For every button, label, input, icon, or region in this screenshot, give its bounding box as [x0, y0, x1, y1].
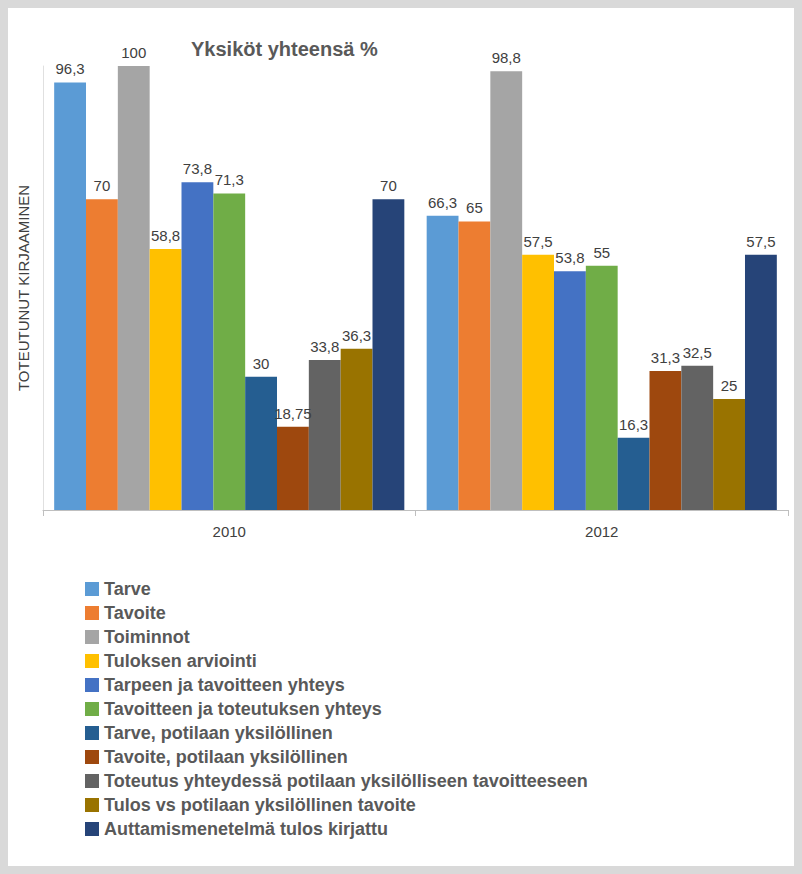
svg-text:53,8: 53,8	[555, 249, 584, 266]
svg-text:57,5: 57,5	[746, 233, 775, 250]
svg-text:36,3: 36,3	[342, 327, 371, 344]
svg-text:70: 70	[380, 177, 397, 194]
svg-text:Yksiköt yhteensä %: Yksiköt yhteensä %	[191, 38, 378, 60]
svg-text:31,3: 31,3	[651, 349, 680, 366]
svg-text:Tavoitteen ja toteutuksen yhte: Tavoitteen ja toteutuksen yhteys	[104, 699, 382, 719]
svg-text:100: 100	[121, 44, 146, 61]
svg-text:32,5: 32,5	[683, 344, 712, 361]
svg-text:30: 30	[253, 355, 270, 372]
svg-text:Toteutus yhteydessä potilaan y: Toteutus yhteydessä potilaan yksilöllise…	[104, 771, 588, 791]
svg-text:Tavoite, potilaan yksilöllinen: Tavoite, potilaan yksilöllinen	[104, 747, 348, 767]
svg-text:16,3: 16,3	[619, 416, 648, 433]
svg-text:66,3: 66,3	[428, 194, 457, 211]
svg-text:96,3: 96,3	[55, 60, 84, 77]
svg-text:71,3: 71,3	[215, 171, 244, 188]
svg-text:55: 55	[593, 244, 610, 261]
svg-text:65: 65	[466, 199, 483, 216]
svg-text:18,75: 18,75	[274, 405, 312, 422]
svg-text:Tavoite: Tavoite	[104, 603, 166, 623]
svg-text:TOTEUTUNUT KIRJAAMINEN: TOTEUTUNUT KIRJAAMINEN	[15, 185, 32, 391]
svg-text:58,8: 58,8	[151, 227, 180, 244]
svg-text:2012: 2012	[585, 523, 618, 540]
svg-text:2010: 2010	[213, 523, 246, 540]
svg-text:Tulos vs potilaan yksilöllinen: Tulos vs potilaan yksilöllinen tavoite	[104, 795, 416, 815]
svg-text:70: 70	[94, 177, 111, 194]
svg-text:Toiminnot: Toiminnot	[104, 627, 190, 647]
svg-text:25: 25	[721, 377, 738, 394]
svg-text:Tarve: Tarve	[104, 579, 151, 599]
svg-text:Tarve, potilaan yksilöllinen: Tarve, potilaan yksilöllinen	[104, 723, 333, 743]
svg-text:33,8: 33,8	[310, 338, 339, 355]
svg-text:Tuloksen arviointi: Tuloksen arviointi	[104, 651, 257, 671]
svg-text:73,8: 73,8	[183, 160, 212, 177]
svg-text:57,5: 57,5	[523, 233, 552, 250]
svg-text:Tarpeen ja tavoitteen yhteys: Tarpeen ja tavoitteen yhteys	[104, 675, 345, 695]
svg-text:Auttamismenetelmä tulos kirjat: Auttamismenetelmä tulos kirjattu	[104, 819, 388, 839]
svg-text:98,8: 98,8	[492, 49, 521, 66]
